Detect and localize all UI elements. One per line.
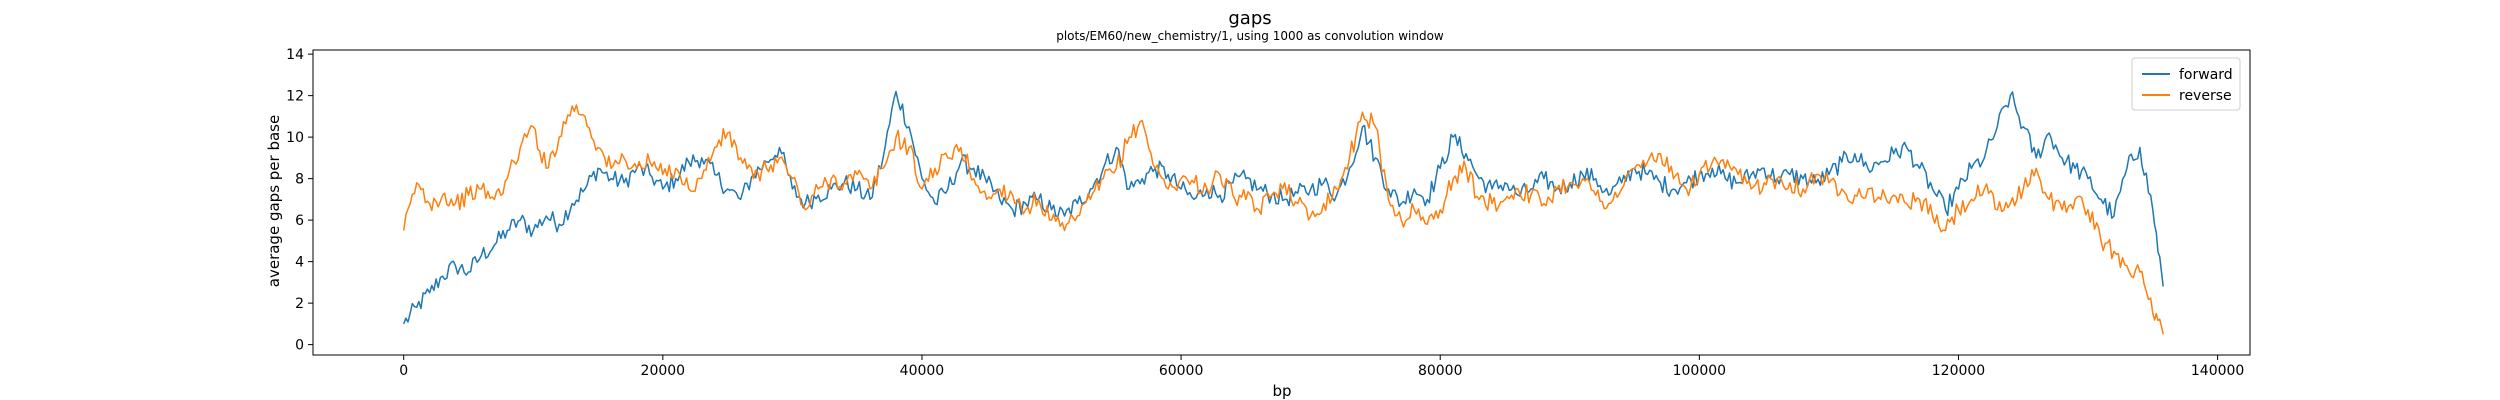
x-tick-label: 80000 <box>1418 363 1463 379</box>
y-tick-label: 0 <box>295 338 304 354</box>
legend-label-forward: forward <box>2179 67 2233 83</box>
series-line-forward <box>403 90 2164 325</box>
plot-frame <box>312 49 2251 356</box>
y-tick-label: 6 <box>295 213 304 229</box>
y-tick-label: 2 <box>295 296 304 312</box>
y-tick-label: 8 <box>295 172 304 188</box>
series-line-reverse <box>402 104 2164 335</box>
x-tick-label: 140000 <box>2191 363 2244 379</box>
legend-box <box>2131 57 2241 111</box>
x-tick-label: 0 <box>399 363 408 379</box>
x-tick-label: 120000 <box>1932 363 1985 379</box>
x-tick-label: 100000 <box>1673 363 1726 379</box>
chart-title: gaps <box>1228 8 1271 29</box>
y-tick-label: 14 <box>286 47 304 63</box>
plot-area: 0 20000 40000 60000 80000 100000 120000 140000 0… <box>286 47 2251 379</box>
y-tick-label: 4 <box>295 255 304 271</box>
x-tick-label: 20000 <box>641 363 686 379</box>
y-tick-label: 10 <box>286 130 304 146</box>
y-axis-label: average gaps per base <box>265 115 283 287</box>
x-axis-label: bp <box>1272 382 1291 400</box>
x-tick-label: 60000 <box>1159 363 1204 379</box>
chart-subtitle: plots/EM60/new_chemistry/1, using 1000 a… <box>1056 29 1444 43</box>
legend-label-reverse: reverse <box>2179 88 2232 104</box>
x-tick-label: 40000 <box>900 363 945 379</box>
legend: forward reverse <box>2131 57 2241 111</box>
y-tick-label: 12 <box>286 89 304 105</box>
